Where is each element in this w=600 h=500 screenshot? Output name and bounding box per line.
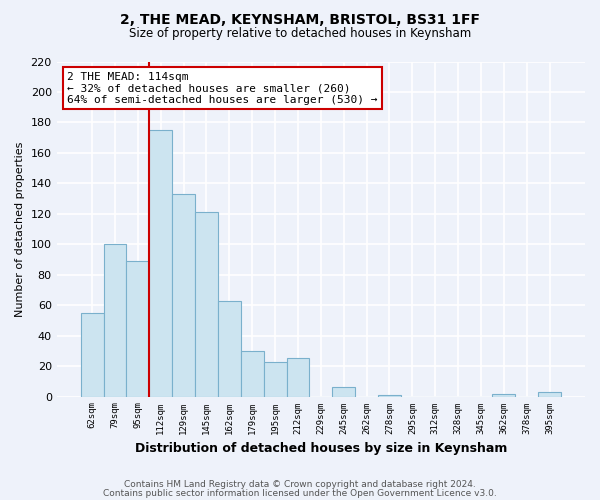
Text: 2, THE MEAD, KEYNSHAM, BRISTOL, BS31 1FF: 2, THE MEAD, KEYNSHAM, BRISTOL, BS31 1FF [120, 12, 480, 26]
Bar [127, 261, 149, 396]
Bar [241, 351, 263, 397]
Bar [104, 244, 127, 396]
Bar [538, 392, 561, 396]
Bar [493, 394, 515, 396]
Bar [195, 212, 218, 396]
Text: 2 THE MEAD: 114sqm
← 32% of detached houses are smaller (260)
64% of semi-detach: 2 THE MEAD: 114sqm ← 32% of detached hou… [67, 72, 378, 105]
Bar [263, 362, 287, 396]
Bar [80, 313, 104, 396]
X-axis label: Distribution of detached houses by size in Keynsham: Distribution of detached houses by size … [134, 442, 507, 455]
Bar [218, 300, 241, 396]
Text: Contains public sector information licensed under the Open Government Licence v3: Contains public sector information licen… [103, 488, 497, 498]
Bar [332, 388, 355, 396]
Text: Size of property relative to detached houses in Keynsham: Size of property relative to detached ho… [129, 28, 471, 40]
Bar [172, 194, 195, 396]
Y-axis label: Number of detached properties: Number of detached properties [15, 142, 25, 316]
Bar [287, 358, 310, 397]
Text: Contains HM Land Registry data © Crown copyright and database right 2024.: Contains HM Land Registry data © Crown c… [124, 480, 476, 489]
Bar [149, 130, 172, 396]
Bar [378, 395, 401, 396]
